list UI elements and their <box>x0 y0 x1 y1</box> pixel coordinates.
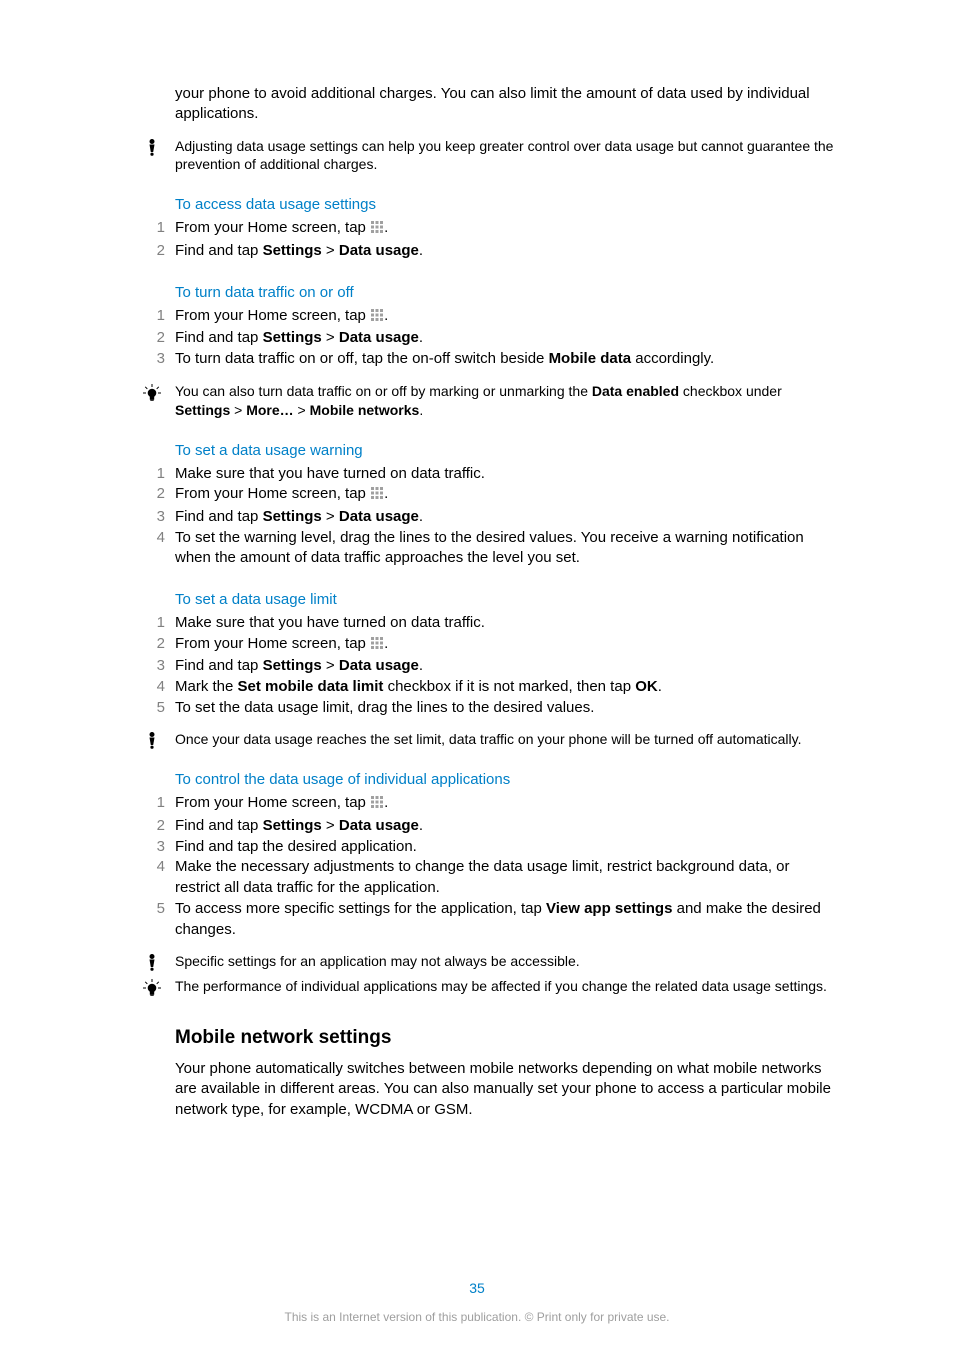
tip-icon <box>143 382 161 420</box>
step-number: 2 <box>143 634 165 657</box>
apps-grid-icon <box>370 308 384 329</box>
step-number: 4 <box>143 677 165 698</box>
steps-warning: 1Make sure that you have turned on data … <box>175 464 834 569</box>
step-number: 4 <box>143 857 165 898</box>
step-item: 2Find and tap Settings > Data usage. <box>175 241 834 262</box>
step-number: 1 <box>143 218 165 241</box>
step-item: 1From your Home screen, tap . <box>175 793 834 816</box>
step-number: 1 <box>143 306 165 329</box>
step-item: 4Make the necessary adjustments to chang… <box>175 857 834 898</box>
step-item: 5To set the data usage limit, drag the l… <box>175 698 834 719</box>
step-number: 2 <box>143 816 165 837</box>
step-number: 3 <box>143 349 165 370</box>
note-important: Specific settings for an application may… <box>143 952 834 971</box>
step-item: 4To set the warning level, drag the line… <box>175 528 834 569</box>
step-item: 1Make sure that you have turned on data … <box>175 464 834 485</box>
content-column: your phone to avoid additional charges. … <box>100 84 854 1120</box>
tip-icon <box>143 977 161 997</box>
note-text: Once your data usage reaches the set lim… <box>175 730 801 749</box>
important-icon <box>143 730 161 749</box>
apps-grid-icon <box>370 636 384 657</box>
step-number: 2 <box>143 484 165 507</box>
step-item: 3Find and tap Settings > Data usage. <box>175 507 834 528</box>
step-number: 1 <box>143 464 165 485</box>
intro-paragraph: your phone to avoid additional charges. … <box>175 84 834 125</box>
subheading-limit: To set a data usage limit <box>175 591 834 608</box>
tip-note: The performance of individual applicatio… <box>143 977 834 997</box>
page-number: 35 <box>0 1280 954 1296</box>
step-number: 5 <box>143 899 165 940</box>
important-icon <box>143 952 161 971</box>
step-item: 2From your Home screen, tap . <box>175 484 834 507</box>
subheading-access: To access data usage settings <box>175 196 834 213</box>
step-number: 5 <box>143 698 165 719</box>
footer-text: This is an Internet version of this publ… <box>0 1310 954 1324</box>
tip-note: You can also turn data traffic on or off… <box>143 382 834 420</box>
step-number: 3 <box>143 507 165 528</box>
step-item: 1From your Home screen, tap . <box>175 218 834 241</box>
note-important: Adjusting data usage settings can help y… <box>143 137 834 175</box>
tip-text: The performance of individual applicatio… <box>175 977 827 997</box>
apps-grid-icon <box>370 486 384 507</box>
step-item: 3To turn data traffic on or off, tap the… <box>175 349 834 370</box>
steps-limit: 1Make sure that you have turned on data … <box>175 613 834 718</box>
step-item: 5To access more specific settings for th… <box>175 899 834 940</box>
step-number: 3 <box>143 837 165 858</box>
step-item: 1Make sure that you have turned on data … <box>175 613 834 634</box>
step-number: 3 <box>143 656 165 677</box>
step-item: 3Find and tap Settings > Data usage. <box>175 656 834 677</box>
subheading-warning: To set a data usage warning <box>175 442 834 459</box>
step-number: 1 <box>143 613 165 634</box>
page: your phone to avoid additional charges. … <box>0 0 954 1120</box>
step-item: 4Mark the Set mobile data limit checkbox… <box>175 677 834 698</box>
heading-mobile-network: Mobile network settings <box>175 1027 834 1049</box>
step-item: 2Find and tap Settings > Data usage. <box>175 328 834 349</box>
steps-access: 1From your Home screen, tap . 2Find and … <box>175 218 834 261</box>
subheading-control: To control the data usage of individual … <box>175 771 834 788</box>
step-number: 2 <box>143 241 165 262</box>
note-text: Specific settings for an application may… <box>175 952 580 971</box>
note-text: Adjusting data usage settings can help y… <box>175 137 834 175</box>
apps-grid-icon <box>370 220 384 241</box>
step-item: 1From your Home screen, tap . <box>175 306 834 329</box>
important-icon <box>143 137 161 175</box>
note-important: Once your data usage reaches the set lim… <box>143 730 834 749</box>
step-item: 2From your Home screen, tap . <box>175 634 834 657</box>
steps-onoff: 1From your Home screen, tap . 2Find and … <box>175 306 834 370</box>
steps-control: 1From your Home screen, tap . 2Find and … <box>175 793 834 940</box>
step-number: 4 <box>143 528 165 569</box>
mobile-network-paragraph: Your phone automatically switches betwee… <box>175 1059 834 1120</box>
step-item: 3Find and tap the desired application. <box>175 837 834 858</box>
step-number: 2 <box>143 328 165 349</box>
step-item: 2Find and tap Settings > Data usage. <box>175 816 834 837</box>
tip-text: You can also turn data traffic on or off… <box>175 382 834 420</box>
subheading-onoff: To turn data traffic on or off <box>175 284 834 301</box>
step-number: 1 <box>143 793 165 816</box>
apps-grid-icon <box>370 795 384 816</box>
